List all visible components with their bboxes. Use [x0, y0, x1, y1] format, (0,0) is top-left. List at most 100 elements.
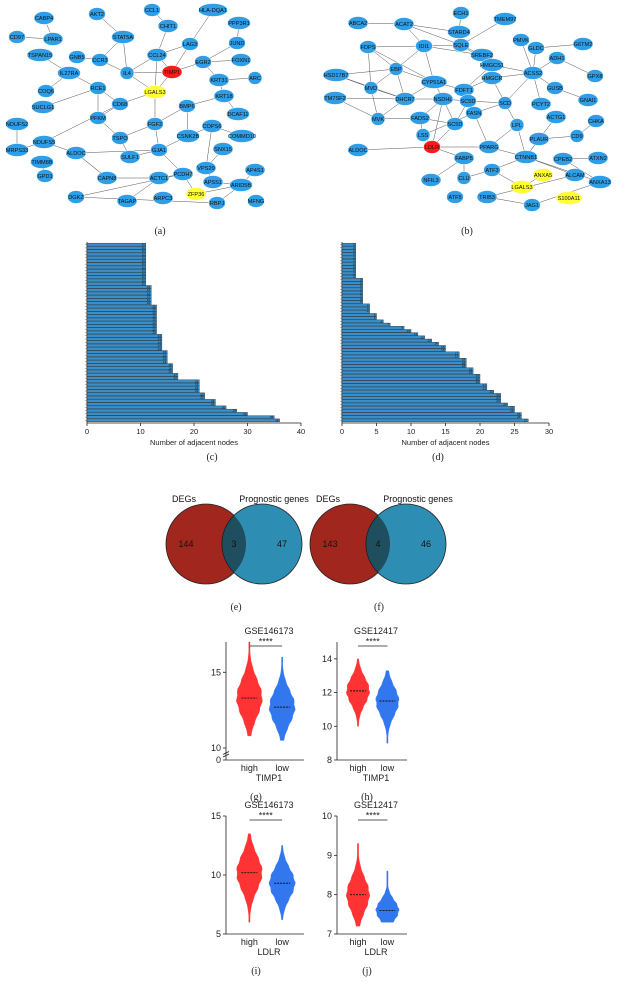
- venn-right-set-label: Prognostic genes: [383, 494, 453, 504]
- bar-value-label: 21: [195, 383, 199, 387]
- bar-value-label: 16: [168, 370, 172, 374]
- net-b-node-shape: [527, 41, 545, 55]
- bar-value-label: 14: [158, 344, 162, 348]
- net-a-node-label: NDUFS5: [33, 140, 55, 146]
- bar-value-label: 2: [353, 243, 355, 247]
- net-a-node-pcdh7: PCDH7: [172, 167, 194, 181]
- x-tick-label: 25: [510, 427, 518, 436]
- net-a-node-cabp4: CABP4: [33, 11, 55, 25]
- net-a-node-shape: [212, 142, 234, 156]
- net-a-node-label: SNX15: [214, 147, 232, 153]
- bar: [86, 288, 152, 292]
- net-a-node-label: ALDOC: [66, 151, 85, 157]
- net-b-node-nsdhl: NSDHL: [432, 92, 454, 106]
- net-a-node-shape: [143, 85, 167, 99]
- net-a-node-arc: ARC: [247, 71, 263, 85]
- net-a-node-label: TSPAN15: [28, 53, 52, 59]
- bar-value-label: 23: [496, 393, 500, 397]
- bar: [86, 353, 168, 357]
- net-b-node-label: JAG1: [525, 203, 539, 209]
- net-b-node-label: PMVK: [513, 38, 529, 44]
- net-b-node-shape: [530, 97, 552, 111]
- net-a-node-shape: [31, 100, 55, 114]
- bar: [86, 308, 157, 312]
- net-b-node-atf3: ATF3: [483, 163, 501, 177]
- net-b-node-shape: [587, 151, 609, 165]
- bar: [86, 278, 147, 283]
- net-a-node-ap4s1: AP4S1: [244, 163, 266, 177]
- bar: [341, 409, 515, 413]
- bar-value-label: 2: [353, 255, 355, 259]
- net-b-node-srebf2: SREBF2: [470, 48, 494, 62]
- bar-value-label: 2: [353, 265, 355, 269]
- net-a-node-label: PCDH7: [174, 172, 193, 178]
- net-b-node-aldoc: ALDOC: [347, 143, 369, 157]
- bar: [341, 338, 432, 343]
- bar-value-label: 19: [469, 370, 473, 374]
- bar: [341, 386, 488, 391]
- bar-value-label: 2: [353, 252, 355, 256]
- bar: [341, 367, 474, 371]
- bar-value-label: 18: [462, 358, 466, 362]
- violin-h: 8 10 12 14 high low ****GSE12417 TIMP1: [322, 626, 407, 783]
- bar-value-label: 11: [142, 243, 145, 247]
- venn-overlap-count: 4: [375, 539, 380, 549]
- x-tick-label: 0: [340, 427, 344, 436]
- bar-value-label: 17: [174, 373, 178, 377]
- bar: [341, 358, 467, 362]
- bar-value-label: 10: [407, 329, 411, 333]
- y-tick-label: 12: [322, 688, 332, 698]
- net-a-node-ppp3r1: PPP3R1: [227, 16, 251, 30]
- net-b-edge: [431, 98, 444, 148]
- net-a-node-label: TAGAP: [118, 199, 137, 205]
- net-a-edge: [205, 125, 213, 169]
- net-a-node-fgf2: FGF2: [146, 117, 164, 131]
- net-a-node-ndufs5: NDUFS5: [32, 135, 56, 149]
- bar: [86, 246, 147, 250]
- bar: [341, 348, 446, 352]
- net-b-node-hmgcr: HMGCR: [481, 71, 503, 85]
- bar-value-label: 13: [152, 308, 156, 312]
- net-a-node-shape: [181, 37, 199, 51]
- bar-value-label: 22: [489, 390, 493, 394]
- net-b-node-shape: [323, 91, 347, 105]
- net-a-node-label: STAT5A: [113, 35, 134, 41]
- net-a-node-shape: [146, 117, 164, 131]
- net-b-node-plaur: PLAUR: [528, 132, 550, 146]
- bar-value-label: 2: [353, 271, 355, 275]
- significance-label: ****: [366, 637, 381, 647]
- y-tick-label: 7: [327, 929, 332, 939]
- net-b-node-abca2: ABCA2: [347, 16, 369, 30]
- net-b-node-label: GLDC: [528, 46, 544, 52]
- violin-i: 5 10 15 high low ****GSE146173 LDLR: [211, 800, 304, 957]
- bar-value-label: 11: [142, 275, 145, 279]
- net-b-node-trib3: TRIB3: [476, 190, 498, 204]
- net-b-node-fdft1: FDFT1: [453, 83, 475, 97]
- net-b-node-label: ACTG1: [547, 115, 566, 121]
- net-b-node-fads2: FADS2: [409, 111, 431, 125]
- y-tick-label: 10: [211, 870, 221, 880]
- net-b-node-shape: [546, 81, 564, 95]
- net-b-node-shape: [420, 75, 448, 89]
- bar-value-label: 17: [455, 351, 459, 355]
- bar: [341, 402, 508, 407]
- net-b-node-shape: [394, 92, 416, 106]
- net-b-node-shape: [569, 129, 585, 143]
- net-b-node-label: EBP: [390, 67, 401, 73]
- net-b-node-shape: [548, 51, 566, 65]
- net-a-node-shape: [227, 16, 251, 30]
- net-a-edge: [43, 103, 121, 143]
- net-a-node-label: CAPN8: [98, 176, 117, 182]
- bar: [341, 313, 377, 317]
- bar: [86, 249, 147, 253]
- bar: [86, 314, 157, 318]
- net-a-node-ccr3: CCR3: [91, 53, 109, 67]
- net-b-node-shape: [420, 173, 442, 187]
- net-a-node-shape: [67, 190, 85, 204]
- bar-value-label: 26: [517, 412, 521, 416]
- net-a-node-shape: [157, 19, 179, 33]
- bar: [86, 382, 200, 387]
- net-a-node-arpc3: ARPC3: [152, 191, 174, 205]
- x-tick-label: low: [275, 937, 289, 947]
- net-b-node-cd9: CD9: [569, 129, 585, 143]
